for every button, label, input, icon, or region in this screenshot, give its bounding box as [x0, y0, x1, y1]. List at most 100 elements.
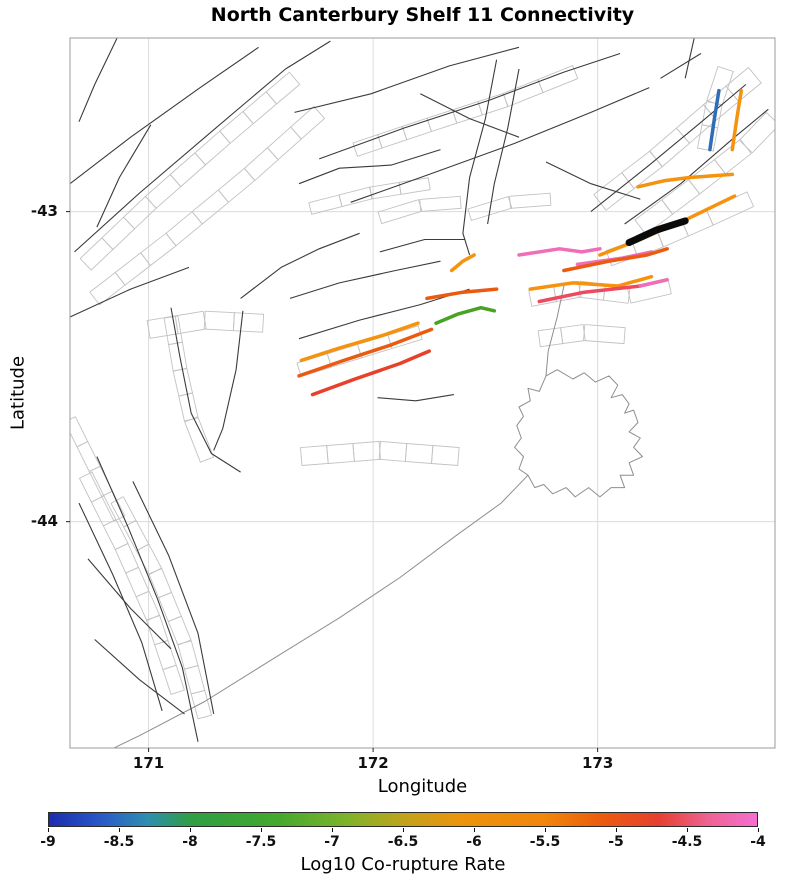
patch-chain: [300, 445, 329, 466]
colorbar-gradient: [48, 812, 758, 827]
fault-trace: [377, 394, 454, 402]
rupture-pink-1: [517, 247, 602, 257]
rupture-orange-arc: [449, 253, 476, 273]
fault-trace: [545, 161, 641, 200]
colorbar-tick-mark: [261, 828, 262, 832]
colorbar-tick-label: -5: [608, 834, 624, 850]
rupture-redorange-1: [562, 247, 669, 273]
patch-chain: [404, 443, 434, 464]
patch-chain: [162, 664, 185, 695]
fault-trace: [319, 52, 621, 160]
patch-chain: [552, 280, 582, 303]
fault-trace: [298, 149, 441, 185]
fault-trace: [96, 456, 199, 742]
patch-chain: [174, 310, 207, 335]
patch-chain: [560, 324, 586, 345]
fault-trace: [660, 53, 702, 79]
colorbar-tick-mark: [687, 828, 688, 832]
patch-chain: [70, 416, 89, 448]
patch-chain: [101, 490, 126, 522]
x-axis-label: Longitude: [377, 776, 468, 797]
colorbar-tick-mark: [474, 828, 475, 832]
x-tick-label: 173: [581, 754, 614, 772]
colorbar-tick-label: -6: [466, 834, 482, 850]
patch-chain: [232, 312, 265, 333]
colorbar-label: Log10 Co-rupture Rate: [300, 854, 506, 875]
patch-chain: [377, 125, 408, 149]
colorbar-tick-label: -4.5: [671, 834, 703, 850]
patch-chain: [290, 105, 326, 140]
fault-trace: [684, 38, 695, 79]
x-tick-label: 172: [357, 754, 389, 772]
fault-trace: [87, 558, 172, 650]
patch-chain: [426, 109, 458, 133]
rupture-green: [434, 305, 497, 325]
patch-chain: [265, 71, 301, 105]
colorbar-tick-mark: [119, 828, 120, 832]
fault-trace: [70, 266, 190, 318]
fault-trace: [94, 639, 185, 715]
patch-chain: [114, 252, 152, 286]
patch-chain: [122, 195, 157, 230]
fault-trace: [590, 84, 747, 213]
patch-chain: [378, 440, 408, 462]
colorbar-tick-label: -6.5: [387, 834, 419, 850]
fault-trace: [350, 87, 650, 203]
patch-chain: [135, 590, 161, 622]
patch-chain: [243, 147, 279, 182]
fault-trace: [132, 481, 215, 715]
rupture-orange-ne: [730, 88, 744, 152]
patch-chain: [369, 181, 402, 200]
patch-chain: [648, 127, 691, 168]
patch-chain: [377, 199, 423, 225]
patch-chain: [467, 196, 513, 222]
rupture-pink-3: [638, 278, 669, 288]
x-tick-label: 171: [132, 754, 165, 772]
colorbar-tick-mark: [403, 828, 404, 832]
patch-chain: [338, 186, 373, 208]
patch-chain: [706, 65, 734, 107]
fault-trace: [74, 40, 331, 253]
patch-chain: [701, 101, 723, 129]
colorbar-tick-mark: [545, 828, 546, 832]
rupture-redorange-2: [425, 287, 499, 301]
rupture-source-shelf11-black: [625, 217, 689, 247]
patch-chain: [401, 117, 433, 141]
patch-chain: [419, 195, 462, 212]
fault-trace: [379, 238, 466, 253]
colorbar-tick-label: -8: [182, 834, 198, 850]
patch-chain: [725, 66, 762, 103]
patch-chain: [194, 130, 231, 166]
coastline: [545, 285, 565, 376]
patch-chain: [76, 440, 101, 473]
chart-title: North Canterbury Shelf 11 Connectivity: [210, 4, 635, 26]
patch-chain: [398, 177, 431, 195]
fault-trace: [213, 310, 244, 451]
fault-trace: [70, 46, 259, 185]
y-tick-label: -44: [30, 511, 58, 530]
colorbar-tick-label: -5.5: [529, 834, 561, 850]
patch-chain: [190, 689, 213, 720]
rupture-orange-mid: [528, 274, 654, 291]
plot-border: [69, 37, 776, 749]
patch-chain: [184, 416, 215, 463]
rupture-orange-upper: [636, 172, 735, 189]
colorbar-tick-mark: [616, 828, 617, 832]
patch-chain: [705, 191, 755, 226]
colorbar-tick-mark: [332, 828, 333, 832]
fault-trace: [420, 93, 520, 138]
colorbar: -9 -8.5 -8 -7.5 -7 -6.5 -6 -5.5 -5 -4.5 -4: [40, 812, 766, 850]
colorbar-tick-mark: [48, 828, 49, 832]
fault-trace: [170, 307, 241, 473]
patch-chain: [352, 440, 381, 462]
rupture-orange-left: [299, 321, 420, 363]
patch-chain: [167, 615, 192, 646]
colorbar-tick-label: -4: [750, 834, 766, 850]
y-tick-label: -43: [30, 201, 58, 220]
patch-chain: [431, 445, 460, 466]
coastline: [112, 474, 529, 748]
patch-chain: [169, 152, 207, 188]
fault-trace: [78, 38, 118, 122]
fault-trace: [78, 502, 163, 711]
